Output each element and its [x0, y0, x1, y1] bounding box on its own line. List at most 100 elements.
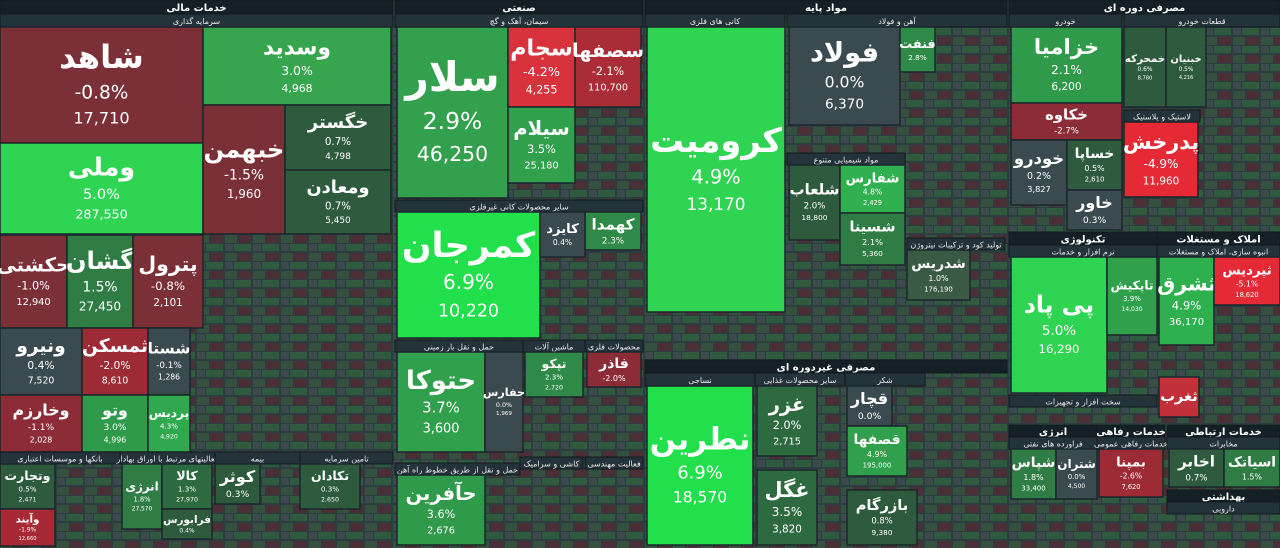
- tile-bg: [846, 489, 918, 546]
- stock-price: 4,968: [282, 82, 313, 95]
- group-title-bg: [1166, 501, 1280, 515]
- sector-title: انرژی: [1039, 427, 1067, 438]
- group-title: تامین سرمایه: [324, 455, 368, 464]
- stock-name: شستا: [148, 340, 191, 358]
- stock-price: 1,286: [158, 373, 180, 382]
- stock-change: 0.4%: [27, 359, 54, 372]
- stock-price: 4,255: [526, 83, 558, 96]
- stock-change: -2.6%: [1120, 471, 1142, 480]
- stock-price: 176,190: [924, 286, 953, 294]
- stock-change: 0.8%: [871, 516, 892, 526]
- stock-name: کوثر: [219, 467, 256, 486]
- stock-change: 3.7%: [422, 399, 460, 416]
- stock-price: 10,220: [438, 302, 499, 322]
- stock-name: کالا: [176, 468, 198, 483]
- group-title: سایر محصولات غذایی: [764, 376, 837, 385]
- stock-price: 13,170: [687, 194, 746, 214]
- stock-price: 3,827: [1027, 184, 1050, 194]
- stock-change: -1.9%: [19, 528, 36, 534]
- stock-name: خمحرکه: [1125, 53, 1165, 65]
- stock-price: 36,170: [1169, 317, 1204, 328]
- group-title: بیمه: [251, 455, 265, 464]
- stock-change: -2.0%: [602, 374, 626, 383]
- tile-bg: [1123, 26, 1167, 108]
- sector-title: تکنولوژی: [1061, 235, 1106, 246]
- stock-price: 2,101: [153, 297, 182, 309]
- stock-tile: پی پاد 5.0% 16,290: [1010, 256, 1108, 394]
- stock-name: وتو: [101, 400, 128, 419]
- group-title: بانکها و موسسات اعتباری: [17, 455, 103, 464]
- stock-change: 1.3%: [178, 485, 196, 494]
- group-title: لاستیک و پلاستیک: [1133, 113, 1191, 122]
- stock-price: 2,720: [545, 385, 563, 392]
- stock-tile: کوثر 0.3%: [214, 463, 261, 505]
- stock-tile: غزر 2.0% 2,715: [756, 385, 818, 457]
- stock-tile: پردیس 4.3% 4,920: [147, 394, 191, 453]
- stock-name: ونیرو: [15, 336, 65, 357]
- tile-bg: [1066, 189, 1123, 231]
- tile-bg: [396, 26, 509, 199]
- stock-name: خزامیا: [1034, 34, 1099, 59]
- stock-name: پی پاد: [1024, 291, 1094, 319]
- stock-change: 0.7%: [325, 136, 351, 148]
- group-title: شکر: [876, 376, 893, 385]
- stock-tile: وملی 5.0% 287,550: [0, 142, 204, 235]
- stock-price: 14,030: [1121, 306, 1142, 313]
- stock-price: 110,700: [588, 82, 628, 93]
- stock-change: 4.9%: [1172, 299, 1201, 313]
- tile-bg: [788, 26, 901, 126]
- stock-tile: ونیرو 0.4% 7,520: [0, 327, 83, 396]
- stock-tile: حتوکا 3.7% 3,600: [396, 351, 486, 453]
- tile-bg: [0, 142, 204, 235]
- stock-price: 4,216: [1179, 75, 1193, 81]
- group-title: خودرو: [1054, 17, 1075, 26]
- stock-tile: شستا -0.1% 1,286: [147, 327, 191, 396]
- tile-bg: [507, 26, 576, 108]
- stock-name: شفارس: [846, 171, 900, 186]
- stock-tile: تپکو 2.3% 2,720: [524, 351, 584, 398]
- stock-price: 16,290: [1038, 342, 1079, 356]
- stock-name: خودرو: [1013, 149, 1064, 169]
- stock-name: شپاس: [1012, 455, 1056, 471]
- stock-change: 4.3%: [160, 422, 178, 431]
- stock-change: 1.5%: [82, 280, 117, 296]
- stock-tile: سصفها -2.1% 110,700: [572, 26, 644, 108]
- tile-bg: [524, 351, 584, 398]
- stock-name: خاور: [1075, 193, 1113, 212]
- stock-tile: پترول -0.8% 2,101: [132, 234, 204, 329]
- group-title: کاشی و سرامیک: [524, 460, 580, 469]
- stock-tile: فولاد 0.0% 6,370: [788, 26, 901, 126]
- stock-tile: شدریس 1.0% 176,190: [906, 249, 971, 301]
- tile-bg: [1158, 376, 1200, 418]
- stock-change: 0.0%: [825, 72, 865, 91]
- group-title: حمل و نقل از طریق خطوط راه آهن: [397, 465, 518, 475]
- tile-bg: [0, 327, 83, 396]
- tile-bg: [539, 211, 586, 258]
- group-title-bg: [519, 456, 584, 470]
- group-title: سایر محصولات کانی غیرفلزی: [469, 203, 569, 212]
- stock-price: 4,920: [160, 433, 178, 440]
- stock-tile: حآفرین 3.6% 2,676: [396, 474, 486, 546]
- tile-bg: [839, 212, 906, 266]
- stock-change: 3.6%: [427, 508, 455, 521]
- stock-price: 2,676: [427, 525, 455, 536]
- stock-tile: ثشرق 4.9% 36,170: [1157, 256, 1216, 346]
- stock-name: حآفرین: [406, 481, 477, 505]
- stock-price: 2,715: [773, 436, 801, 447]
- stock-tile: کالا 1.3% 27,970: [161, 463, 213, 510]
- stock-tile: بمپنا-2.6% 7,620: [1098, 448, 1164, 498]
- stock-tile: خمحرکه 0.6% 8,780: [1123, 26, 1167, 108]
- stock-name: قچار: [850, 389, 888, 409]
- stock-change: -4.9%: [1144, 157, 1179, 171]
- stock-change: 4.8%: [863, 187, 882, 196]
- tile-bg: [147, 327, 191, 396]
- stock-change: 2.1%: [862, 237, 883, 247]
- group-title: حمل و نقل بار زمینی: [424, 343, 494, 352]
- stock-name: نطرین: [650, 422, 751, 458]
- stock-name: شتران: [1057, 457, 1096, 471]
- tile-bg: [396, 474, 486, 546]
- stock-tile: تکادان 0.3% 2,650: [299, 463, 361, 510]
- tile-bg: [788, 164, 841, 241]
- stock-price: 4,500: [1068, 483, 1085, 490]
